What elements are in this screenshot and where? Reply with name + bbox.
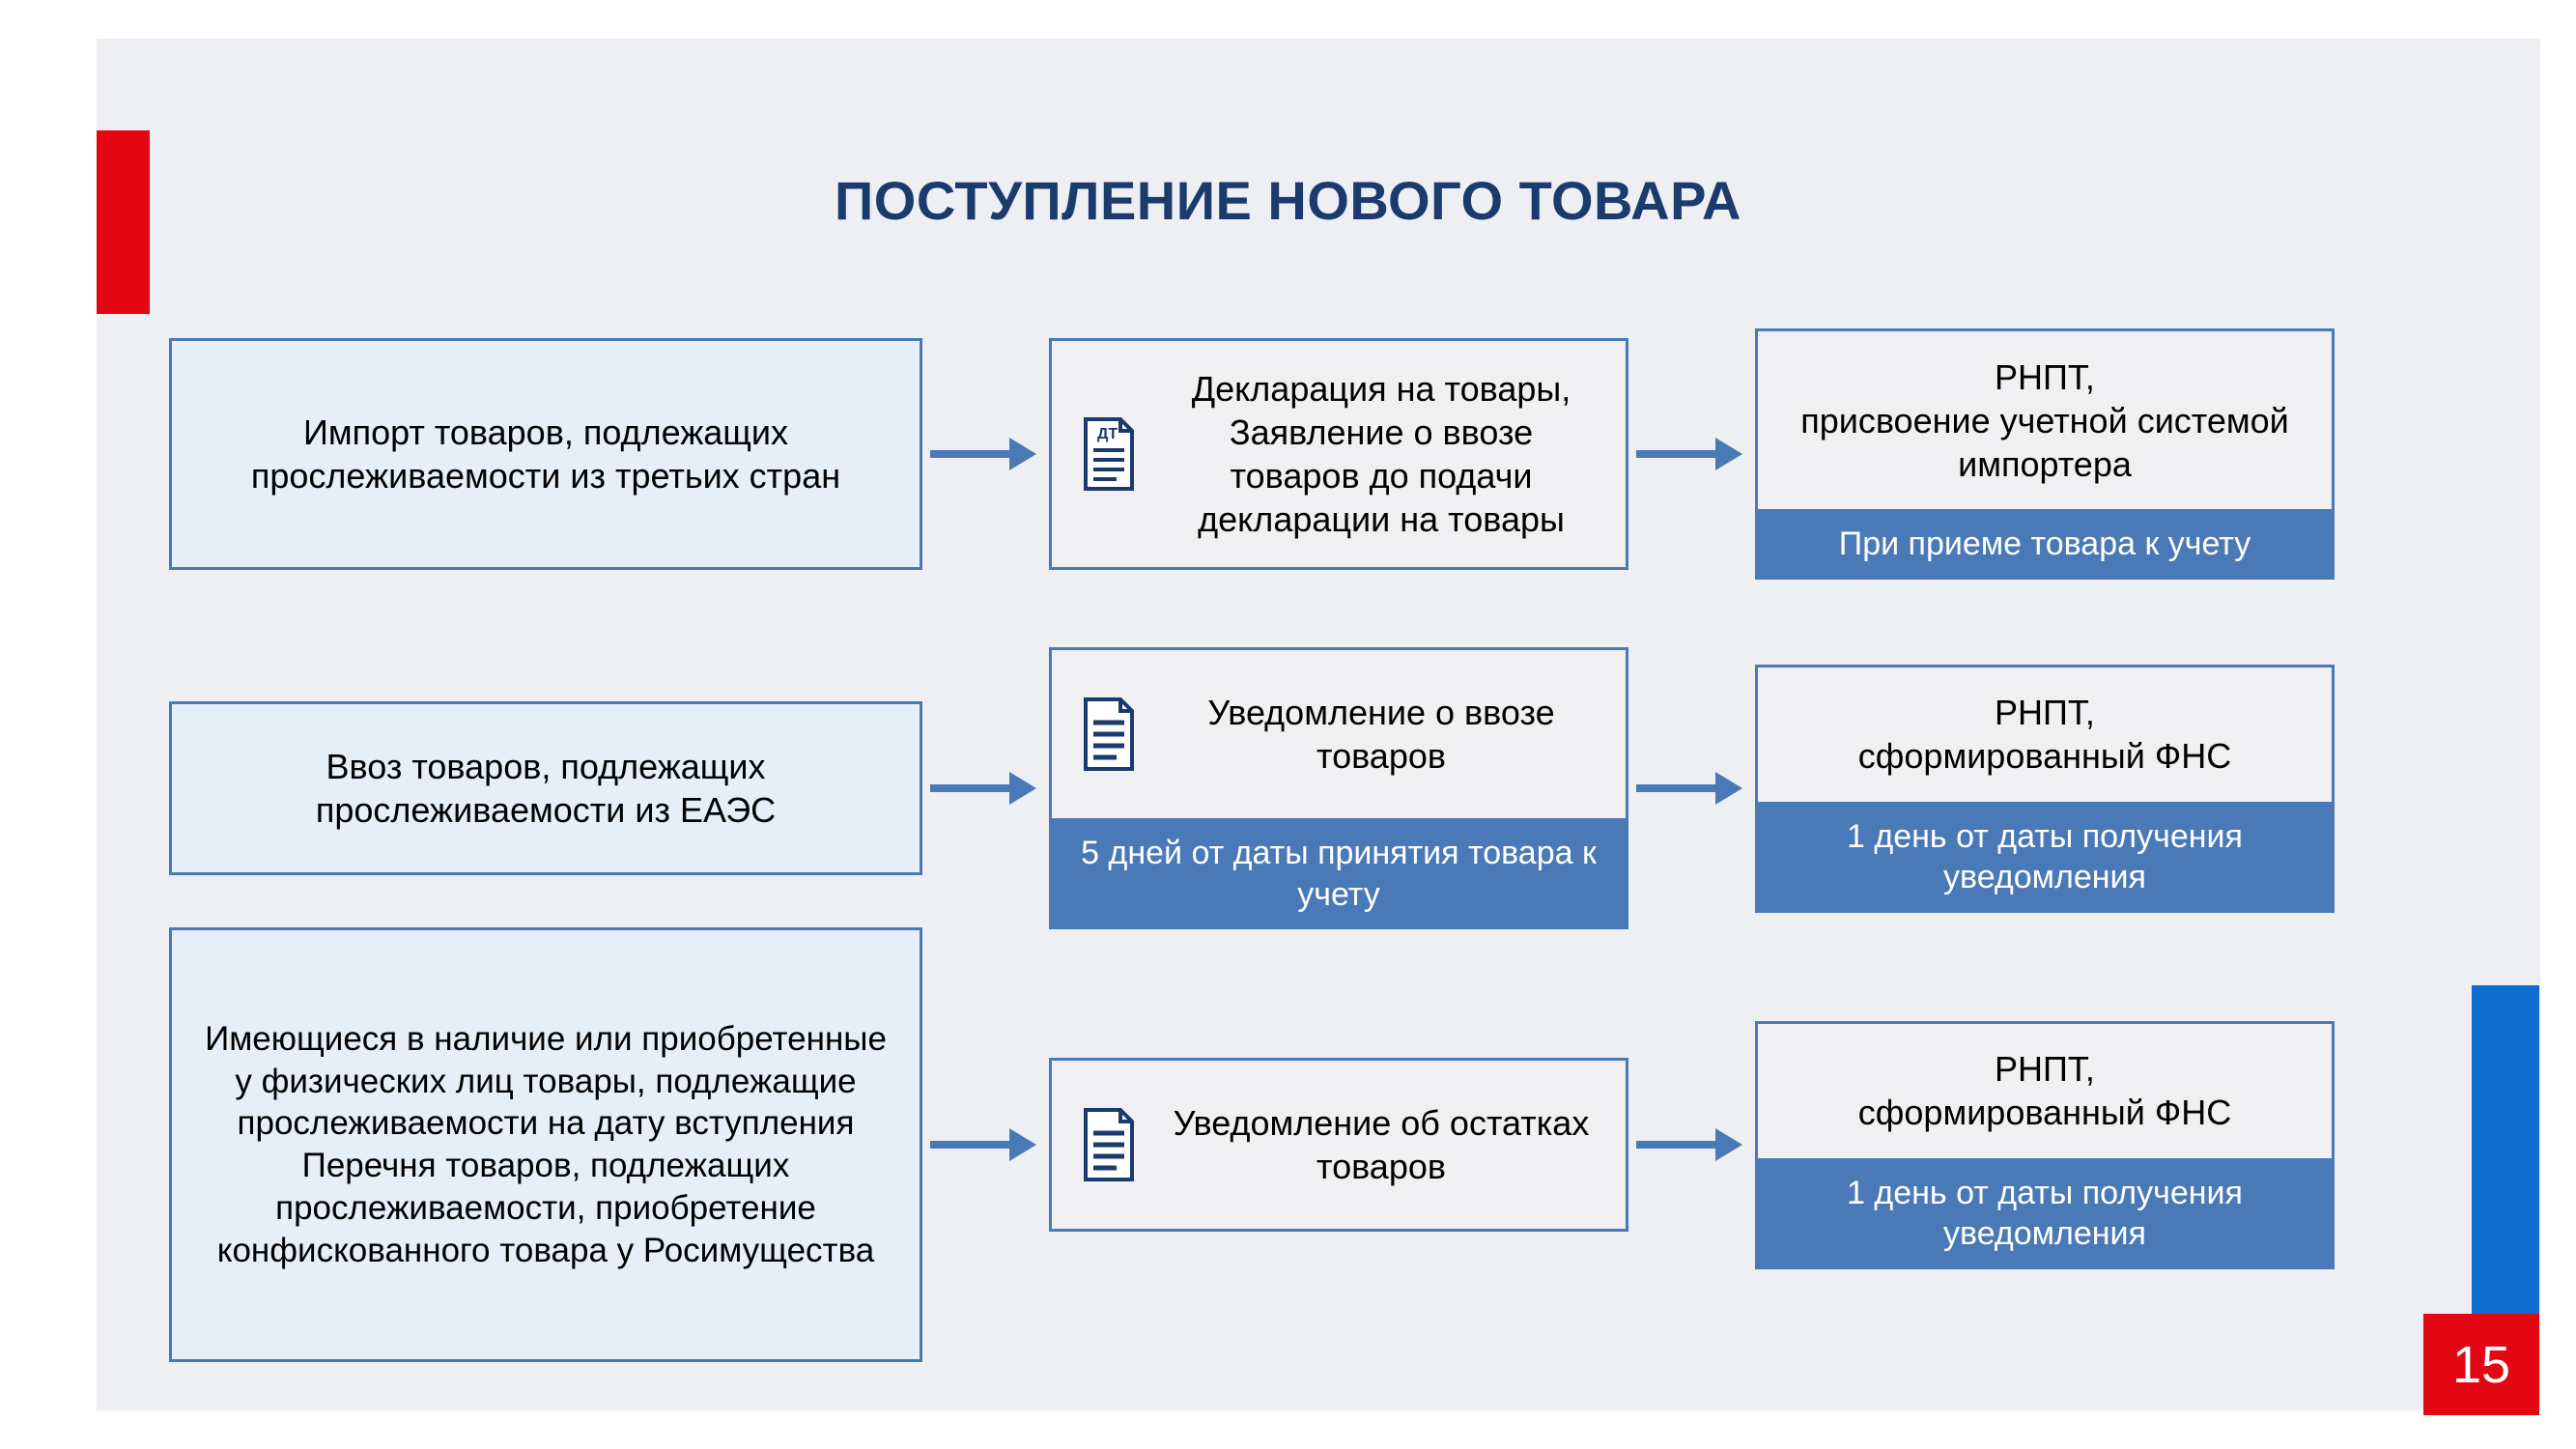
page-number: 15 <box>2423 1314 2539 1415</box>
arrow-icon <box>1636 443 1747 465</box>
document-dt-icon: ДТ <box>1075 415 1143 493</box>
row1-left-text: Импорт товаров, подлежащих прослеживаемо… <box>195 411 896 497</box>
row3-left-box: Имеющиеся в наличие или приобретенные у … <box>169 927 922 1362</box>
row1-mid-box: ДТ Декларация на товары, Заявление о вво… <box>1049 338 1628 570</box>
row1-left-box: Импорт товаров, подлежащих прослеживаемо… <box>169 338 922 570</box>
page-number-text: 15 <box>2452 1335 2510 1395</box>
arrow-icon <box>1636 1134 1747 1155</box>
accent-bar-blue <box>2472 985 2539 1314</box>
row3-right-footer: 1 день от даты получения уведомления <box>1755 1161 2335 1269</box>
document-icon <box>1075 1106 1143 1183</box>
row3-right-text: РНПТ, сформированный ФНС <box>1858 1047 2231 1134</box>
row2-right-text: РНПТ, сформированный ФНС <box>1858 691 2231 778</box>
row1-mid-text: Декларация на товары, Заявление о ввозе … <box>1160 367 1602 541</box>
row2-mid-box: Уведомление о ввозе товаров <box>1049 647 1628 821</box>
flow-row-1: Импорт товаров, подлежащих прослеживаемо… <box>169 328 2335 580</box>
row2-mid-footer: 5 дней от даты принятия товара к учету <box>1049 821 1628 929</box>
row3-right-box: РНПТ, сформированный ФНС <box>1755 1021 2335 1161</box>
row3-left-text: Имеющиеся в наличие или приобретенные у … <box>195 1018 896 1272</box>
arrow-icon <box>930 1134 1041 1155</box>
arrow-icon <box>1636 778 1747 799</box>
arrow-icon <box>930 443 1041 465</box>
document-icon <box>1075 696 1143 773</box>
doc-icon-label: ДТ <box>1097 426 1118 442</box>
row1-right-text: РНПТ, присвоение учетной системой импорт… <box>1781 355 2308 486</box>
row3-mid-text: Уведомление об остатках товаров <box>1160 1101 1602 1188</box>
row2-right-footer: 1 день от даты получения уведомления <box>1755 805 2335 913</box>
arrow-icon <box>930 778 1041 799</box>
row3-mid-box: Уведомление об остатках товаров <box>1049 1058 1628 1232</box>
slide-title: ПОСТУПЛЕНИЕ НОВОГО ТОВАРА <box>0 169 2576 232</box>
flow-row-3: Имеющиеся в наличие или приобретенные у … <box>169 927 2335 1362</box>
row2-left-box: Ввоз товаров, подлежащих прослеживаемост… <box>169 701 922 875</box>
row2-left-text: Ввоз товаров, подлежащих прослеживаемост… <box>195 745 896 832</box>
row1-right-footer: При приеме товара к учету <box>1755 512 2335 580</box>
row1-right-box: РНПТ, присвоение учетной системой импорт… <box>1755 328 2335 512</box>
flow-row-2: Ввоз товаров, подлежащих прослеживаемост… <box>169 647 2335 929</box>
row2-right-box: РНПТ, сформированный ФНС <box>1755 665 2335 805</box>
row2-mid-text: Уведомление о ввозе товаров <box>1160 691 1602 778</box>
